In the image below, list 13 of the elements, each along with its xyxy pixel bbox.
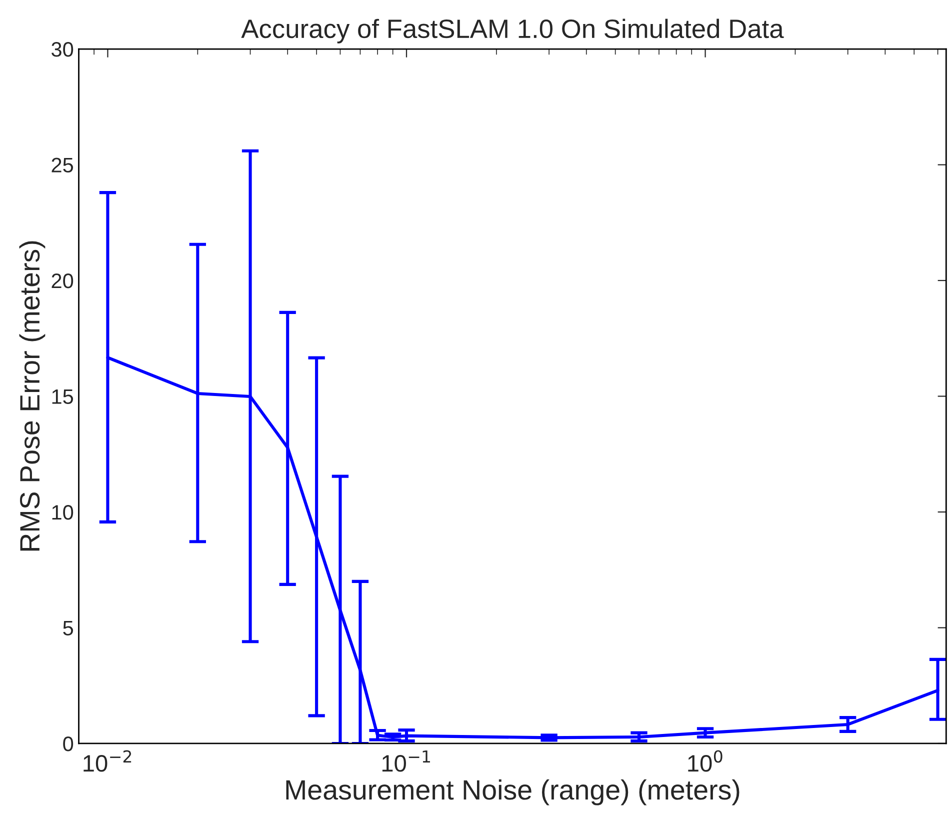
x-tick-label: 10$^{−2}$ [84,750,132,772]
chart-title: Accuracy of FastSLAM 1.0 On Simulated Data [241,18,784,44]
x-tick-label: 10$^{0}$ [688,750,722,772]
y-tick-label: 5 [63,620,74,636]
y-tick-label: 30 [52,42,74,57]
y-axis-title: RMS Pose Error (meters) [19,241,46,551]
y-tick-label: 10 [52,504,74,520]
x-axis-title: Measurement Noise (range) (meters) [286,779,740,806]
y-tick-label: 25 [52,158,74,173]
y-tick-label: 20 [52,274,74,288]
y-tick-label: 0 [63,736,74,752]
y-tick-label: 15 [52,389,74,404]
x-tick-label: 10$^{−1}$ [382,750,430,772]
